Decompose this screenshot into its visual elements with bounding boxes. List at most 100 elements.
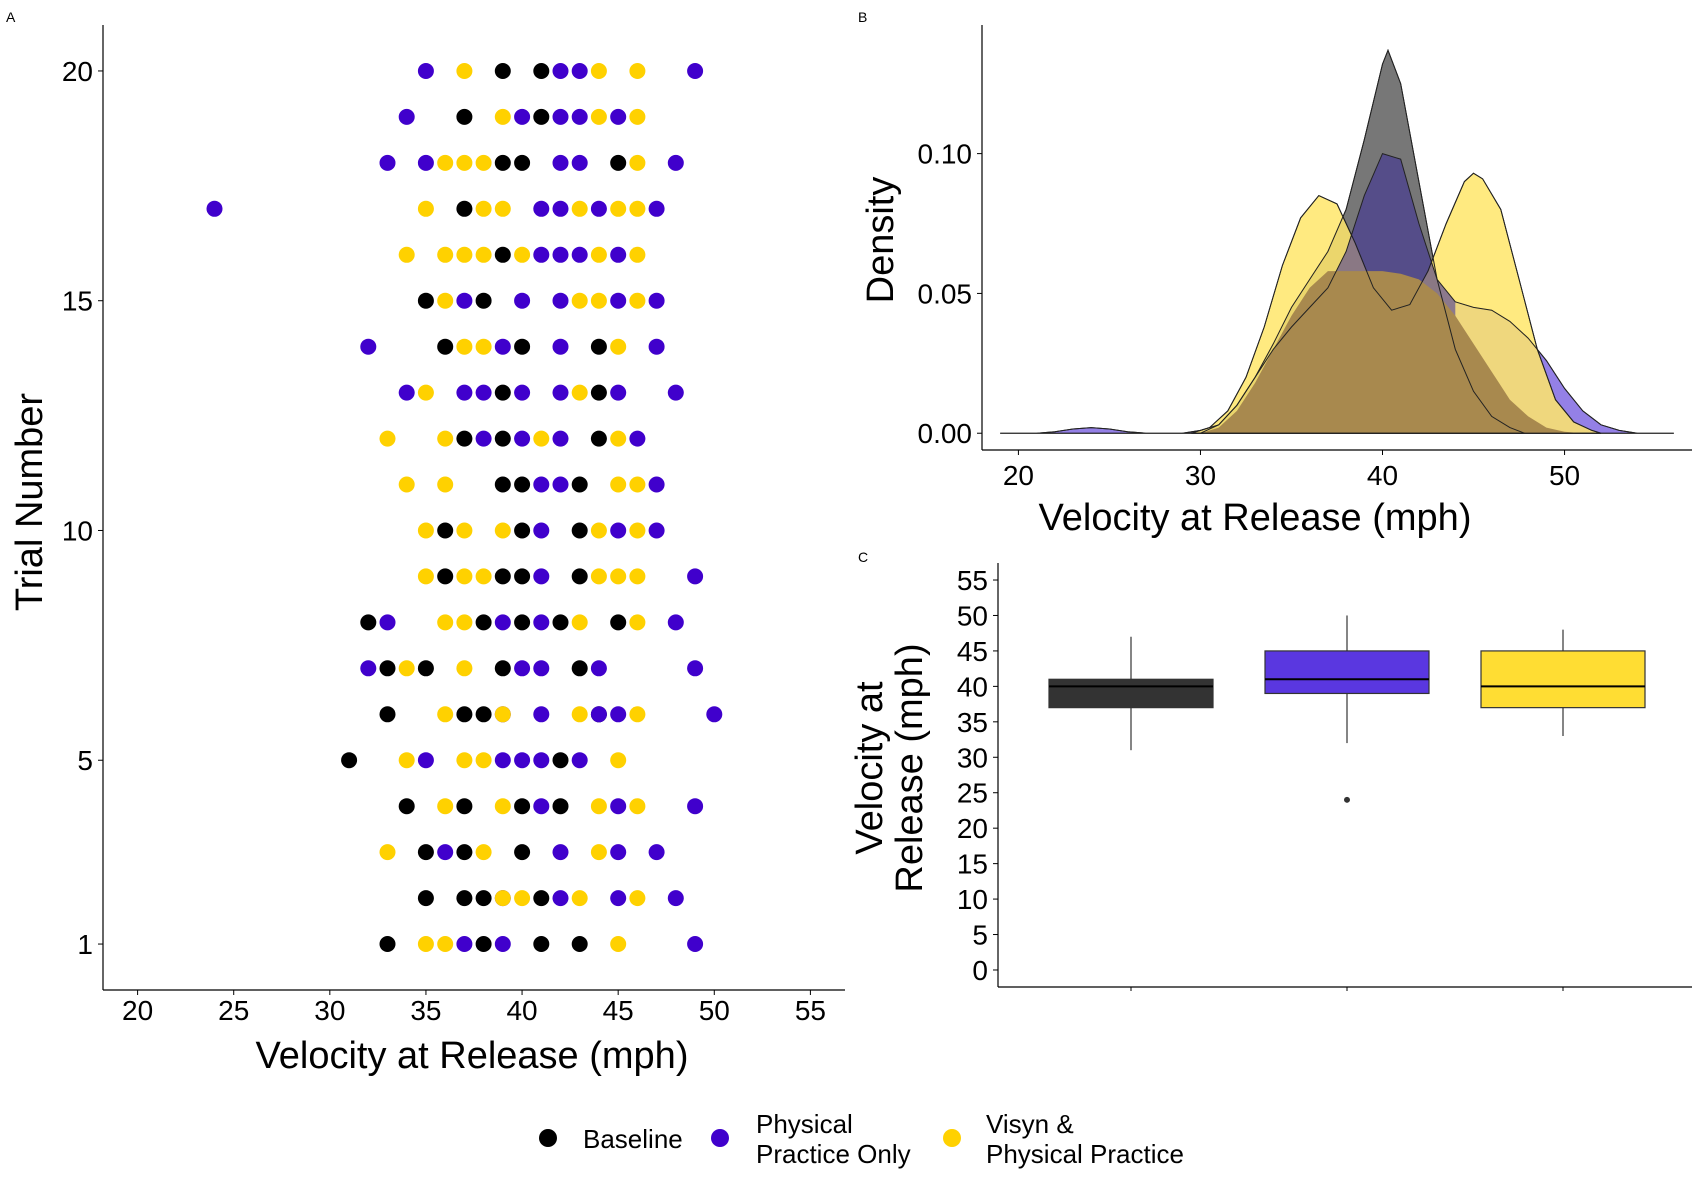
point-baseline-50 — [514, 844, 531, 861]
legend-label-physical-line1: Physical — [756, 1109, 853, 1139]
point-physical-47 — [610, 522, 627, 539]
legend-label-visyn-line1: Visyn & — [986, 1109, 1074, 1139]
point-visyn-28 — [475, 338, 492, 355]
point-physical-25 — [552, 292, 569, 309]
point-physical-17 — [590, 200, 607, 217]
panel-a-y-tick-label: 10 — [62, 515, 93, 546]
point-physical-58 — [590, 660, 607, 677]
point-physical-24 — [514, 292, 531, 309]
point-baseline-47 — [552, 798, 569, 815]
point-baseline-31 — [514, 614, 531, 631]
panel-a-x-tick-label: 45 — [603, 995, 634, 1026]
point-visyn-20 — [514, 246, 531, 263]
point-visyn-53 — [571, 614, 588, 631]
point-physical-18 — [648, 200, 665, 217]
point-physical-48 — [648, 522, 665, 539]
point-baseline-13 — [590, 338, 607, 355]
panel-b-x-tick-label: 40 — [1367, 460, 1398, 491]
point-baseline-54 — [533, 890, 550, 907]
point-physical-40 — [514, 430, 531, 447]
point-baseline-12 — [514, 338, 531, 355]
point-visyn-46 — [456, 568, 473, 585]
point-baseline-25 — [437, 568, 454, 585]
point-baseline-27 — [494, 568, 511, 585]
panel-b-x-tick-label: 30 — [1185, 460, 1216, 491]
point-baseline-36 — [494, 660, 511, 677]
panel-c-y-tick-label: 25 — [957, 778, 988, 809]
point-physical-16 — [552, 200, 569, 217]
point-visyn-12 — [494, 200, 511, 217]
point-physical-65 — [417, 752, 434, 769]
point-physical-4 — [398, 108, 415, 125]
panel-c-y-tick-label: 55 — [957, 565, 988, 596]
point-visyn-67 — [590, 798, 607, 815]
point-visyn-14 — [610, 200, 627, 217]
box-physical — [1264, 650, 1430, 695]
point-baseline-16 — [456, 430, 473, 447]
point-physical-54 — [667, 614, 684, 631]
point-physical-83 — [687, 936, 704, 952]
panel-a-y-tick-label: 1 — [77, 929, 93, 960]
point-visyn-48 — [590, 568, 607, 585]
point-baseline-48 — [417, 844, 434, 861]
point-physical-41 — [552, 430, 569, 447]
point-baseline-26 — [514, 568, 531, 585]
point-physical-67 — [514, 752, 531, 769]
point-visyn-55 — [398, 660, 415, 677]
point-physical-7 — [571, 108, 588, 125]
point-visyn-36 — [398, 476, 415, 493]
point-visyn-42 — [494, 522, 511, 539]
density-outline-visyn — [1191, 172, 1602, 434]
point-physical-81 — [456, 936, 473, 952]
point-physical-51 — [379, 614, 396, 631]
point-visyn-5 — [629, 108, 646, 125]
point-baseline-33 — [610, 614, 627, 631]
point-physical-66 — [494, 752, 511, 769]
point-visyn-30 — [417, 384, 434, 401]
point-physical-70 — [533, 798, 550, 815]
point-visyn-74 — [571, 890, 588, 907]
density-outline-baseline — [1200, 48, 1525, 434]
point-visyn-15 — [629, 200, 646, 217]
point-physical-32 — [398, 384, 415, 401]
point-visyn-43 — [590, 522, 607, 539]
point-physical-33 — [456, 384, 473, 401]
point-physical-21 — [571, 246, 588, 263]
point-baseline-21 — [571, 476, 588, 493]
point-baseline-46 — [514, 798, 531, 815]
point-baseline-57 — [533, 936, 550, 952]
point-visyn-27 — [456, 338, 473, 355]
point-physical-20 — [552, 246, 569, 263]
point-visyn-32 — [379, 430, 396, 447]
point-baseline-17 — [494, 430, 511, 447]
point-visyn-77 — [437, 936, 454, 952]
point-physical-63 — [610, 706, 627, 723]
point-visyn-7 — [456, 154, 473, 171]
point-physical-44 — [552, 476, 569, 493]
point-baseline-10 — [475, 292, 492, 309]
panel-c-y-axis-title-line1: Velocity at — [849, 681, 891, 855]
outlier-physical-0 — [1344, 796, 1350, 803]
point-visyn-1 — [590, 63, 607, 79]
legend: Baseline Physical Practice Only Visyn & … — [539, 1109, 1184, 1169]
point-visyn-29 — [610, 338, 627, 355]
point-physical-22 — [610, 246, 627, 263]
point-visyn-41 — [456, 522, 473, 539]
panel-b-y-tick-label: 0.05 — [918, 278, 973, 309]
point-physical-0 — [417, 63, 434, 79]
point-physical-50 — [687, 568, 704, 585]
point-baseline-49 — [456, 844, 473, 861]
point-baseline-23 — [514, 522, 531, 539]
point-visyn-57 — [437, 706, 454, 723]
point-visyn-4 — [590, 108, 607, 125]
panel-c-y-tick-label: 20 — [957, 813, 988, 844]
panel-b-x-axis-title: Velocity at Release (mph) — [1039, 497, 1472, 539]
point-visyn-75 — [629, 890, 646, 907]
point-physical-14 — [206, 200, 223, 217]
point-baseline-11 — [437, 338, 454, 355]
point-physical-72 — [687, 798, 704, 815]
point-physical-1 — [552, 63, 569, 79]
point-physical-56 — [514, 660, 531, 677]
